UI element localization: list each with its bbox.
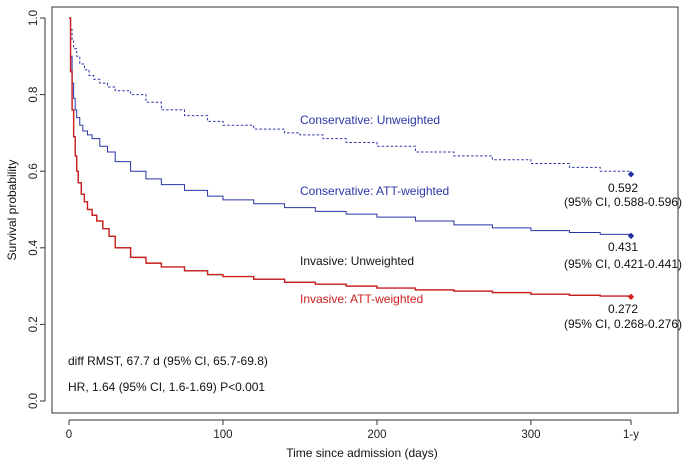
y-tick-label: 0.6 <box>28 163 40 179</box>
y-axis: 0.0 0.2 0.4 0.6 0.8 1.0 <box>28 10 46 409</box>
series-label-conservative-att: Conservative: ATT-weighted <box>300 184 449 198</box>
endpoint-ci-conservative-att: (95% CI, 0.421-0.441) <box>564 257 682 271</box>
y-tick-label: 0.4 <box>28 239 40 256</box>
marker-layer <box>627 171 635 301</box>
x-tick-label: 100 <box>213 429 232 441</box>
series-line-conservative-att-weighted <box>69 17 632 236</box>
y-tick-label: 1.0 <box>28 10 40 26</box>
x-tick-label: 1-y <box>623 429 639 441</box>
y-tick-label: 0.8 <box>28 87 40 103</box>
y-tick-label: 0.0 <box>28 393 40 409</box>
series-line-invasive-att-weighted <box>69 17 632 297</box>
endpoint-marker-conservative-unweighted <box>627 171 635 178</box>
endpoint-value-invasive-att: 0.272 <box>608 302 638 316</box>
x-tick-label: 0 <box>66 429 72 441</box>
endpoint-value-conservative-unweighted: 0.592 <box>608 181 638 195</box>
series-layer <box>69 17 632 297</box>
endpoint-marker-invasive-att-weighted <box>627 293 635 301</box>
x-axis-title: Time since admission (days) <box>286 446 438 460</box>
endpoint-ci-invasive-att: (95% CI, 0.268-0.276) <box>564 317 682 331</box>
x-axis: 0 100 200 300 1-y <box>66 419 639 441</box>
series-line-conservative-unweighted <box>69 17 632 175</box>
endpoint-value-conservative-att: 0.431 <box>608 240 638 254</box>
hr-annotation: HR, 1.64 (95% CI, 1.6-1.69) P<0.001 <box>68 380 265 394</box>
series-label-invasive-unweighted: Invasive: Unweighted <box>300 254 414 268</box>
x-tick-label: 200 <box>367 429 386 441</box>
series-label-invasive-att: Invasive: ATT-weighted <box>300 292 423 306</box>
rmst-annotation: diff RMST, 67.7 d (95% CI, 65.7-69.8) <box>68 354 268 368</box>
endpoint-marker-conservative-att-weighted <box>627 232 635 240</box>
y-tick-label: 0.2 <box>28 316 40 332</box>
y-axis-title: Survival probability <box>5 160 19 261</box>
endpoint-ci-conservative-unweighted: (95% CI, 0.588-0.596) <box>564 195 682 209</box>
series-label-conservative-unweighted: Conservative: Unweighted <box>300 113 440 127</box>
plot-frame <box>51 6 679 414</box>
x-tick-label: 300 <box>521 429 540 441</box>
